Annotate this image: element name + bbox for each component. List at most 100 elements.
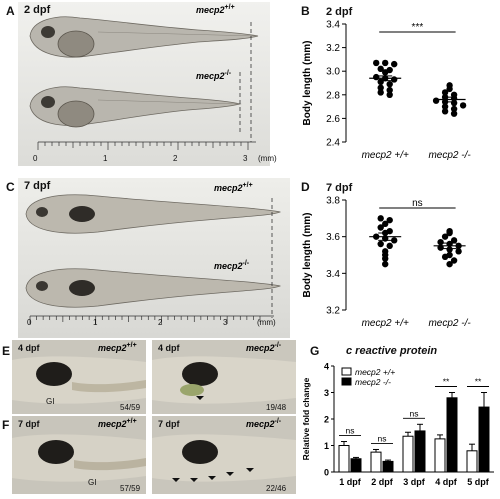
y-tick-label: 3	[324, 388, 329, 398]
legend-swatch	[341, 377, 352, 386]
data-point	[386, 80, 393, 88]
x-category-label: 4 dpf	[435, 477, 458, 487]
y-tick-label: 3.2	[326, 43, 340, 54]
larva-photo-2dpf	[18, 2, 270, 166]
legend-label: mecp2 -/-	[355, 377, 391, 387]
bar	[370, 451, 382, 473]
bar	[466, 450, 478, 473]
data-point	[441, 108, 449, 115]
data-point	[459, 102, 467, 109]
gut-photo-4dpf-wt	[12, 340, 146, 414]
data-point	[450, 99, 458, 107]
panel-a-stage: 2 dpf	[24, 4, 51, 16]
y-axis-label: Body length (mm)	[302, 213, 313, 298]
data-point	[450, 105, 458, 113]
data-point	[391, 76, 398, 83]
data-point	[382, 260, 389, 268]
x-category-label: 2 dpf	[371, 477, 394, 487]
panel-f-left-stage: 7 dpf	[18, 419, 40, 429]
panel-a-wt-genotype: mecp2+/+	[196, 4, 235, 15]
panel-a-ko-genotype: mecp2-/-	[196, 70, 232, 81]
x-category-label: mecp2 +/+	[362, 318, 409, 329]
gut-photo-7dpf-wt	[12, 416, 146, 494]
data-point	[377, 65, 384, 73]
significance-label: ns	[346, 426, 355, 436]
panel-f-right-count: 22/46	[266, 484, 287, 493]
data-point	[432, 97, 440, 104]
y-tick-label: 2.8	[326, 90, 340, 101]
panel-b-title: 2 dpf	[326, 6, 353, 18]
data-point	[377, 215, 384, 222]
panel-label-c: C	[6, 180, 15, 194]
y-tick-label: 3.8	[326, 196, 340, 207]
panel-e-right-genotype: mecp2-/-	[246, 342, 282, 353]
data-point	[450, 110, 458, 117]
data-point	[382, 69, 389, 76]
significance-label: ns	[410, 408, 419, 418]
data-point	[391, 60, 398, 68]
ruler-a-tick-2: 2	[173, 154, 178, 163]
data-point	[386, 242, 393, 250]
y-tick-label: 4	[324, 362, 329, 372]
panel-f-right-stage: 7 dpf	[158, 419, 180, 429]
legend-label: mecp2 +/+	[355, 367, 395, 377]
y-tick-label: 3.0	[326, 67, 340, 78]
data-point	[377, 240, 384, 248]
data-point	[386, 91, 393, 99]
panel-g-title: c reactive protein	[346, 345, 438, 357]
y-tick-label: 2	[324, 415, 329, 425]
larva-image-7dpf	[18, 178, 290, 338]
panel-f-left-count: 57/59	[120, 484, 141, 493]
x-category-label: 3 dpf	[403, 477, 426, 487]
gut-image-7dpf-ko	[152, 416, 296, 494]
data-point	[377, 224, 384, 231]
ruler-a-tick-3: 3	[243, 154, 248, 163]
y-tick-label: 0	[324, 468, 329, 478]
data-point	[450, 237, 458, 244]
panel-d-title: 7 dpf	[326, 182, 353, 194]
y-axis-label: Body length (mm)	[302, 41, 313, 126]
data-point	[391, 237, 398, 244]
y-tick-label: 3.2	[326, 306, 340, 317]
data-point	[386, 86, 393, 94]
significance-label: **	[475, 377, 482, 387]
ruler-c-unit: (mm)	[257, 318, 276, 327]
bar	[478, 406, 490, 473]
data-point	[382, 255, 389, 262]
data-point	[446, 85, 453, 93]
bar	[338, 445, 350, 473]
significance-label: ns	[378, 433, 387, 443]
panel-label-a: A	[6, 4, 15, 18]
data-point	[450, 257, 458, 264]
gut-photo-4dpf-ko	[152, 340, 296, 414]
panel-f-gi-label: GI	[88, 478, 97, 487]
data-point	[377, 84, 384, 91]
bar	[434, 438, 446, 473]
data-point	[441, 89, 449, 96]
y-tick-label: 3.4	[326, 20, 340, 31]
panel-label-d: D	[301, 180, 310, 194]
body-length-chart-7dpf: 3.2 3.4 3.6 3.8 Body length (mm) mecp2 +/+ mec…	[302, 196, 471, 330]
panel-label-b: B	[301, 4, 310, 18]
gut-photo-7dpf-ko	[152, 416, 296, 494]
bar	[414, 430, 426, 473]
data-point	[386, 216, 393, 224]
data-point	[446, 229, 453, 237]
data-point	[455, 248, 462, 255]
bar	[350, 458, 362, 473]
data-point	[437, 238, 444, 246]
gut-image-4dpf-wt	[12, 340, 146, 414]
panel-f-left-genotype: mecp2+/+	[98, 418, 137, 429]
larva-photo-7dpf	[18, 178, 290, 338]
data-point	[373, 73, 380, 81]
gut-image-4dpf-ko	[152, 340, 296, 414]
x-category-label: 5 dpf	[467, 477, 490, 487]
panel-e-gi-label: GI	[46, 397, 55, 406]
panel-f-right-genotype: mecp2-/-	[246, 418, 282, 429]
ruler-a-tick-0: 0	[33, 154, 38, 163]
significance-label: **	[443, 377, 450, 387]
larva-image-2dpf	[18, 2, 270, 166]
x-category-label: mecp2 +/+	[362, 150, 409, 161]
y-axis-label: Relative fold change	[301, 377, 311, 460]
y-tick-label: 3.4	[326, 269, 340, 280]
